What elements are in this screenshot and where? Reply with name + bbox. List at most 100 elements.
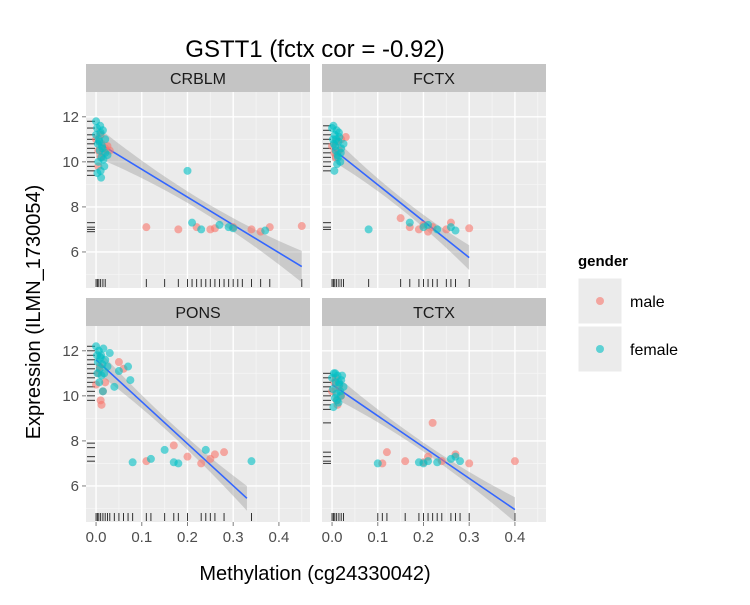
data-point-male: [210, 450, 219, 459]
data-point-female: [433, 458, 442, 467]
x-tick-label: 0.4: [504, 529, 525, 546]
data-point-female: [339, 139, 348, 148]
fit-line: [95, 359, 248, 499]
data-point-male: [220, 448, 229, 457]
y-tick-label: 6: [71, 244, 79, 261]
data-point-female: [100, 369, 109, 378]
legend-title: gender: [578, 253, 628, 270]
data-point-female: [331, 142, 340, 151]
data-point-female: [333, 160, 342, 169]
data-point-female: [338, 371, 347, 380]
data-point-female: [229, 224, 238, 233]
x-tick-label: 0.2: [413, 529, 434, 546]
data-point-male: [97, 400, 106, 409]
facet-strip: [322, 64, 546, 92]
data-point-male: [510, 457, 519, 466]
data-point-female: [97, 173, 106, 182]
legend-label-female: female: [630, 342, 678, 359]
data-point-female: [124, 362, 133, 371]
fit-line: [95, 140, 303, 268]
data-point-female: [424, 457, 433, 466]
panel-background: [322, 92, 546, 288]
legend: gender male female: [577, 253, 678, 373]
data-point-female: [99, 155, 108, 164]
panel-background: [86, 92, 310, 288]
data-point-female: [334, 378, 343, 387]
y-tick-label: 8: [71, 199, 79, 216]
data-point-female: [98, 142, 106, 151]
x-tick-label: 0.3: [223, 529, 244, 546]
data-point-female: [451, 226, 460, 235]
data-point-female: [174, 459, 183, 468]
data-point-male: [297, 222, 306, 231]
facet-panel-fctx: FCTX: [322, 64, 546, 288]
data-point-female: [97, 351, 106, 360]
x-tick-label: 0.4: [268, 529, 289, 546]
fit-line: [331, 147, 470, 259]
facet-strip: [322, 298, 546, 326]
data-point-female: [329, 403, 338, 412]
data-point-male: [183, 452, 192, 461]
x-tick-label: 0.3: [459, 529, 480, 546]
data-point-male: [169, 441, 178, 450]
data-point-female: [114, 367, 123, 376]
data-point-female: [183, 166, 192, 175]
y-axis-title: Expression (ILMN_1730054): [23, 185, 45, 440]
x-tick-label: 0.1: [131, 529, 152, 546]
facet-panel-crblm: CRBLM 6 8 10 12: [62, 64, 310, 288]
data-point-female: [96, 121, 105, 130]
data-point-male: [114, 358, 123, 367]
facet-strip-label: CRBLM: [170, 71, 226, 88]
data-point-female: [433, 225, 442, 234]
y-tick-label: 12: [62, 109, 79, 126]
data-point-female: [160, 445, 169, 454]
x-tick-label: 0.1: [367, 529, 388, 546]
facet-strip-label: FCTX: [413, 71, 455, 88]
legend-swatch-female: [596, 345, 604, 353]
x-axis-title: Methylation (cg24330042): [199, 563, 430, 585]
facet-panel-tctx: TCTX 0.0 0.1 0.2 0.3 0.4: [322, 298, 546, 546]
data-point-male: [401, 457, 410, 466]
data-point-female: [98, 387, 107, 396]
data-point-female: [93, 369, 102, 378]
data-point-female: [405, 218, 414, 227]
data-point-female: [215, 220, 224, 229]
facet-strip-label: PONS: [175, 305, 220, 322]
data-point-female: [334, 128, 343, 137]
data-point-male: [465, 459, 474, 468]
data-point-female: [99, 344, 108, 353]
data-point-male: [428, 418, 437, 427]
data-point-female: [188, 218, 197, 227]
data-point-female: [373, 459, 382, 468]
data-point-female: [110, 382, 119, 391]
data-point-male: [142, 223, 151, 232]
data-point-male: [465, 224, 474, 233]
data-point-female: [103, 362, 112, 371]
facet-panels: CRBLM 6 8 10 12 FCTX PONS 6 8 10 12 0.0 0.1 0.2 0.3 0.4…: [62, 64, 546, 546]
facet-strip: [86, 298, 310, 326]
chart-title: GSTT1 (fctx cor = -0.92): [185, 36, 444, 63]
fit-line: [331, 383, 516, 511]
legend-swatch-male: [596, 297, 604, 305]
data-point-female: [261, 226, 270, 235]
data-point-female: [197, 225, 206, 234]
data-point-male: [101, 378, 110, 387]
data-point-female: [332, 135, 341, 144]
data-point-female: [364, 225, 373, 234]
facet-strip: [86, 64, 310, 92]
data-point-female: [95, 378, 104, 387]
y-tick-label: 12: [62, 343, 79, 360]
panel-background: [86, 326, 310, 522]
data-point-female: [201, 445, 210, 454]
data-point-female: [105, 349, 114, 358]
data-point-female: [126, 376, 135, 385]
data-point-female: [331, 369, 340, 378]
data-point-male: [174, 225, 183, 234]
data-point-female: [247, 457, 256, 466]
data-point-male: [396, 214, 405, 223]
data-point-male: [247, 225, 256, 234]
data-point-female: [100, 162, 109, 171]
facet-strip-label: TCTX: [413, 305, 455, 322]
data-point-female: [456, 457, 465, 466]
